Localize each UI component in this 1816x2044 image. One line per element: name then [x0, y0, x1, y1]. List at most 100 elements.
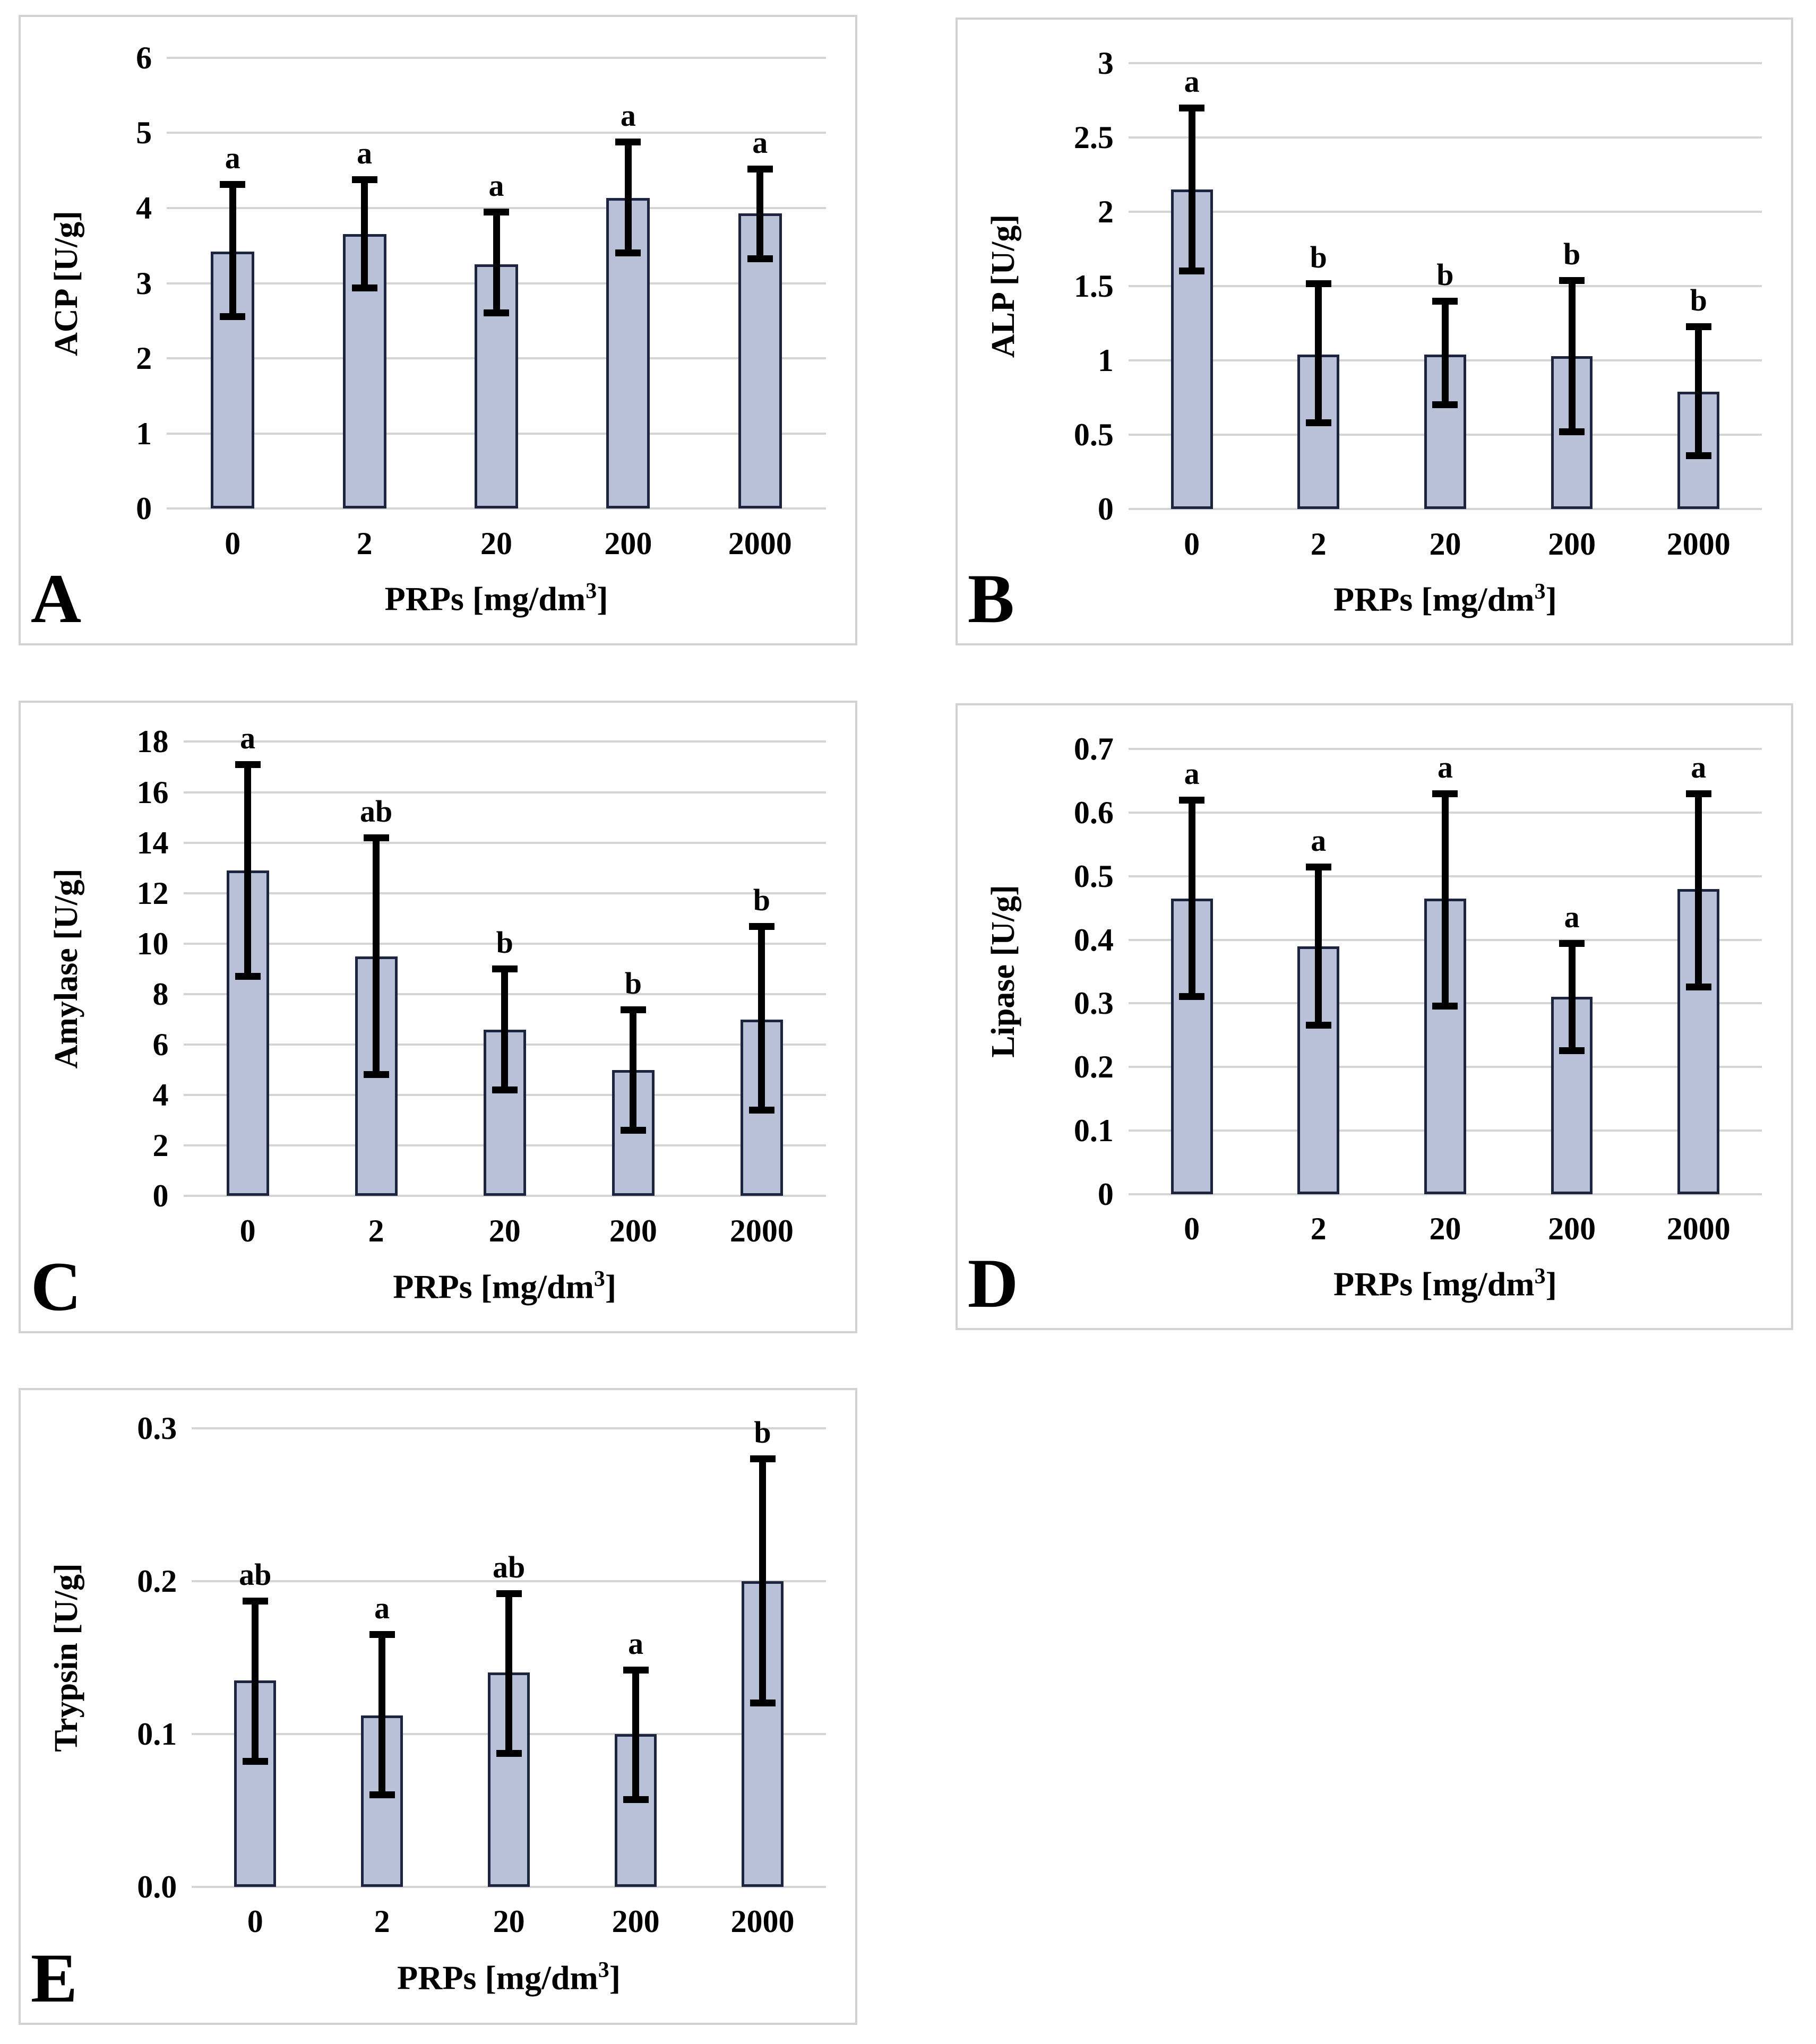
- x-tick-label: 20: [493, 1904, 525, 1939]
- significance-letter: b: [753, 882, 771, 917]
- x-axis-title: PRPs [mg/dm3]: [1333, 579, 1557, 618]
- significance-letter: a: [628, 1626, 644, 1661]
- error-bar-cap-bottom: [1305, 1022, 1331, 1029]
- significance-letter: b: [624, 965, 642, 1001]
- x-axis-title-superscript: 3: [598, 1957, 609, 1982]
- significance-letter: a: [1437, 749, 1453, 784]
- gridline: [167, 132, 826, 134]
- error-bar: [493, 211, 500, 314]
- y-tick-label: 16: [136, 774, 169, 810]
- error-bar-cap-top: [1559, 939, 1585, 947]
- error-bar-cap-top: [220, 180, 246, 188]
- y-axis-title: Amylase [U/g]: [48, 868, 85, 1069]
- bar: [211, 252, 255, 509]
- error-bar-cap-bottom: [1179, 268, 1205, 275]
- error-bar-cap-top: [363, 834, 389, 842]
- error-bar-cap-top: [1432, 790, 1458, 797]
- error-bar-cap-top: [496, 1590, 522, 1597]
- x-tick-label: 200: [612, 1904, 660, 1939]
- y-tick-label: 1: [1097, 343, 1114, 378]
- error-bar: [361, 179, 368, 289]
- error-bar-cap-bottom: [496, 1750, 522, 1757]
- y-tick-label: 3: [1097, 46, 1114, 81]
- x-axis-title: PRPs [mg/dm3]: [393, 1266, 617, 1306]
- y-tick-label: 2.5: [1073, 120, 1114, 156]
- error-bar-cap-bottom: [235, 972, 261, 980]
- error-bar-cap-top: [1179, 796, 1205, 804]
- x-tick-label: 2000: [1666, 1211, 1731, 1246]
- bar: [1170, 189, 1213, 510]
- y-axis-title: ACP [U/g]: [48, 210, 85, 356]
- x-tick-label: 2: [368, 1213, 384, 1248]
- y-tick-label: 0: [1097, 1176, 1114, 1212]
- error-bar-cap-top: [1305, 863, 1331, 870]
- y-tick-label: 0: [152, 1178, 169, 1214]
- significance-letter: a: [752, 125, 768, 160]
- y-tick-label: 1.5: [1073, 269, 1114, 304]
- error-bar-cap-bottom: [492, 1086, 518, 1093]
- error-bar-cap-top: [747, 166, 773, 173]
- error-bar-cap-top: [1685, 790, 1711, 797]
- x-tick-label: 0: [1184, 526, 1200, 562]
- error-bar-cap-top: [615, 139, 641, 146]
- y-tick-label: 4: [136, 190, 152, 226]
- y-tick-label: 2: [1097, 194, 1114, 230]
- panel-D: 0 0.1 0.2 0.3 0.4 0.5 0.6 0.7 a 0 a 2 a 20 a 200 a 2000 PR…: [956, 703, 1793, 1330]
- x-tick-label: 0: [247, 1904, 263, 1939]
- y-tick-label: 0.4: [1073, 922, 1114, 958]
- significance-letter: a: [620, 98, 636, 133]
- error-bar-cap-top: [623, 1666, 649, 1674]
- significance-letter: a: [225, 140, 240, 175]
- x-tick-label: 20: [1429, 526, 1461, 562]
- y-axis-title: Lipase [U/g]: [985, 885, 1022, 1058]
- error-bar-cap-top: [1559, 277, 1585, 284]
- x-tick-label: 0: [225, 525, 241, 561]
- gridline: [167, 507, 826, 510]
- panel-B: 0 0.5 1 1.5 2 2.5 3 a 0 b 2 b 20 b 200 b 2000 PRPs [mg/dm…: [956, 18, 1793, 645]
- error-bar: [759, 1459, 766, 1704]
- gridline: [1128, 136, 1762, 139]
- x-tick-label: 200: [1548, 526, 1596, 562]
- x-tick-label: 2: [1310, 1211, 1327, 1246]
- bar: [488, 1672, 530, 1887]
- panel-letter: C: [30, 1247, 82, 1325]
- x-tick-label: 0: [239, 1213, 256, 1248]
- error-bar: [1188, 108, 1195, 272]
- significance-letter: b: [754, 1415, 771, 1450]
- x-tick-label: 2: [1310, 526, 1327, 562]
- x-axis-title-superscript: 3: [1534, 579, 1546, 604]
- x-axis-title: PRPs [mg/dm3]: [384, 579, 608, 618]
- x-tick-label: 2000: [728, 525, 792, 561]
- error-bar-cap-top: [484, 208, 510, 215]
- y-tick-label: 0.3: [1073, 986, 1114, 1021]
- error-bar-cap-top: [1179, 105, 1205, 112]
- gridline: [1128, 508, 1762, 511]
- error-bar: [630, 1009, 637, 1131]
- error-bar-cap-bottom: [1305, 419, 1331, 426]
- error-bar-cap-bottom: [747, 255, 773, 263]
- gridline: [1128, 748, 1762, 751]
- error-bar-cap-bottom: [220, 313, 246, 321]
- error-bar-cap-bottom: [1559, 428, 1585, 435]
- error-bar-cap-bottom: [363, 1071, 389, 1079]
- error-bar: [1568, 943, 1576, 1051]
- panel-E: 0.0 0.1 0.2 0.3 ab 0 a 2 ab 20 a 200 b 2000 PRPs [mg/d…: [19, 1388, 857, 2025]
- y-tick-label: 6: [136, 40, 152, 75]
- error-bar: [244, 764, 252, 977]
- significance-letter: a: [357, 136, 373, 171]
- y-tick-label: 0: [1097, 491, 1114, 527]
- x-tick-label: 2: [374, 1904, 390, 1939]
- error-bar-cap-top: [235, 761, 261, 769]
- panel-C: 0 2 4 6 8 10 12 14 16 18 a 0 ab 2 b 20 b 200 b 2000 PRPs [mg…: [19, 701, 857, 1333]
- error-bar: [1441, 793, 1449, 1007]
- gridline: [1128, 1193, 1762, 1195]
- error-bar-cap-bottom: [1179, 993, 1205, 1001]
- error-bar: [756, 169, 764, 260]
- error-bar-cap-bottom: [1432, 401, 1458, 409]
- y-tick-label: 0.5: [1073, 417, 1114, 453]
- gridline: [192, 1427, 826, 1429]
- error-bar: [758, 926, 765, 1110]
- y-tick-label: 12: [136, 875, 169, 911]
- significance-letter: a: [1184, 756, 1200, 791]
- error-bar-cap-top: [1305, 280, 1331, 287]
